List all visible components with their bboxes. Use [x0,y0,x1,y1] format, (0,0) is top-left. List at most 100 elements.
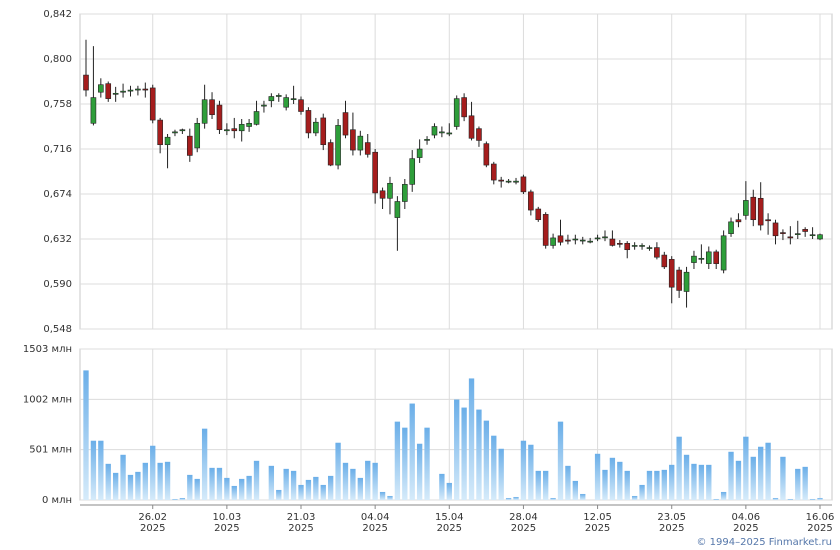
volume-bar [98,440,104,500]
candle-body [817,234,823,240]
volume-bar [535,470,541,500]
y-tick-label: 0,548 [43,324,72,335]
candle-body [780,232,786,234]
volume-bar [543,470,549,500]
x-tick-year: 2025 [733,523,758,534]
volume-bar [795,468,801,500]
y-tick-label: 0,590 [43,279,72,290]
candle-body [320,117,327,146]
volume-bar [631,495,638,500]
x-tick-label: 04.06 [732,512,761,523]
candle-body [772,222,779,237]
candle-body [275,95,282,97]
x-tick-year: 2025 [659,523,684,534]
volume-bar [142,462,148,500]
volume-bar [335,442,341,500]
candle-body [409,158,416,185]
volume-bar [676,436,682,500]
volume-bar [617,461,623,500]
volume-bar [305,479,312,500]
candle-body [490,163,497,181]
x-tick-label: 12.05 [583,512,612,523]
x-tick-year: 2025 [214,523,239,534]
volume-bar [350,468,356,500]
candle-body [186,135,193,156]
candle-body [290,98,297,101]
candle-body [179,129,186,132]
x-tick-year: 2025 [807,523,832,534]
candle-body [794,233,801,235]
volume-bar [550,497,556,500]
volume-bar [706,464,712,500]
x-tick-year: 2025 [585,523,610,534]
volume-bar [802,466,808,500]
candle-body [172,131,178,134]
candle-body [579,239,586,242]
volume-bar [231,485,237,500]
volume-bar [750,456,756,500]
candle-body [127,89,134,92]
candle-body [520,176,527,193]
candle-body [357,135,364,151]
candle-body [661,254,668,268]
candle-body [631,245,638,247]
candle-body [498,179,504,182]
volume-bar [327,475,334,500]
candle-body [164,136,171,146]
volume-bar [713,498,719,500]
x-tick-year: 2025 [437,523,462,534]
volume-bar [461,407,467,500]
volume-bar [698,464,705,500]
candle-body [609,238,616,246]
candle-body [728,221,734,234]
y-tick-label: 0,800 [43,54,72,65]
volume-bar [809,498,816,500]
candle-body [617,242,623,245]
volume-bar [120,454,126,500]
volume-bar [483,420,490,500]
y-tick-label: 0,716 [43,144,72,155]
y-tick-label: 0,632 [43,234,72,245]
candle-body [431,126,438,136]
candle-body [231,128,238,132]
x-tick-label: 23.05 [657,512,686,523]
candle-body [194,122,201,149]
x-tick-label: 28.04 [509,512,538,523]
copyright[interactable]: © 1994–2025 Finmarket.ru [696,537,832,548]
volume-bar [127,474,134,500]
volume-bar [639,484,645,500]
volume-bar [320,484,326,500]
volume-bar [765,442,771,500]
candle-body [327,142,334,166]
x-tick-label: 21.03 [287,512,316,523]
candle-body [283,97,289,108]
volume-bar [743,436,749,500]
candle-body [483,143,490,166]
candle-body [394,201,401,218]
candle-body [424,139,430,141]
candle-body [461,97,467,118]
candle-body [112,92,119,95]
volume-bar [187,474,193,500]
volume-bar [83,370,89,500]
volume-bar [572,480,579,500]
volume-bar [476,409,482,500]
volume-bar [683,454,690,500]
candle-body [787,236,794,239]
candle-body [350,129,356,151]
candle-body [149,87,156,121]
volume-bar [224,477,230,500]
candle-body [735,219,742,223]
candle-body [676,269,682,291]
volume-bar [157,462,163,500]
candle-body [468,115,475,139]
candle-body [646,247,653,249]
candle-body [201,99,208,124]
candle-body [372,151,378,194]
volume-bar [290,470,297,500]
y-tick-label: 1002 млн [23,394,72,405]
volume-bar [112,472,119,500]
candle-body [572,238,579,241]
candle-body [668,259,675,288]
